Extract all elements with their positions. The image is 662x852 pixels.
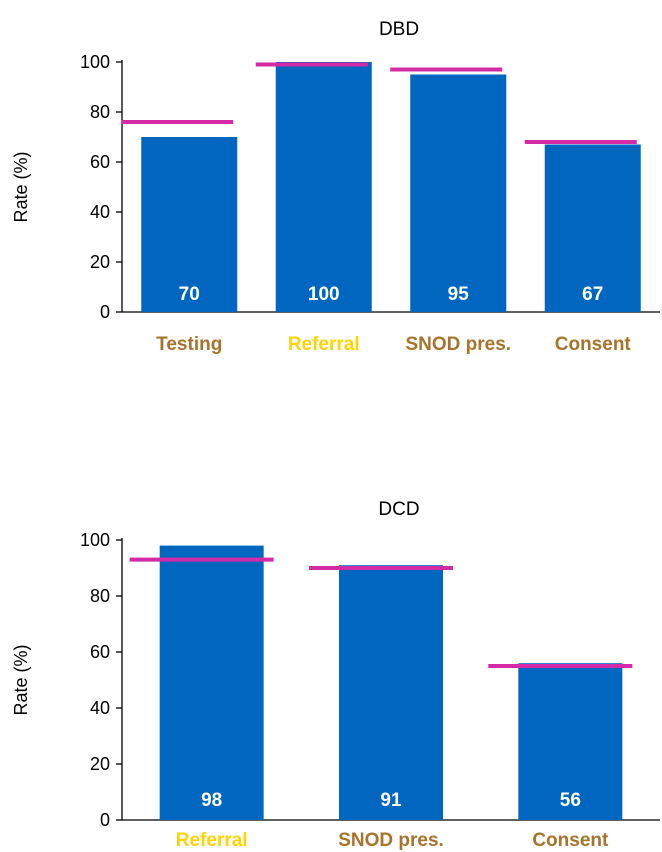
y-tick-label-0-0: 0 bbox=[100, 302, 110, 322]
category-label-0-2: SNOD pres. bbox=[405, 334, 511, 355]
y-tick-label-0-1: 20 bbox=[90, 252, 110, 272]
bar-value-label-0-0: 70 bbox=[179, 284, 200, 305]
y-tick-label-1-2: 40 bbox=[90, 698, 110, 718]
bar-0-0 bbox=[141, 137, 238, 312]
bar-1-0 bbox=[159, 545, 264, 820]
bar-value-label-0-3: 67 bbox=[582, 284, 603, 305]
y-tick-label-1-5: 100 bbox=[80, 530, 110, 550]
category-label-0-0: Testing bbox=[156, 334, 222, 355]
bar-1-2 bbox=[518, 663, 623, 820]
y-tick-label-1-3: 60 bbox=[90, 642, 110, 662]
y-tick-label-1-4: 80 bbox=[90, 586, 110, 606]
y-tick-label-1-0: 0 bbox=[100, 810, 110, 830]
chart-title-0: DBD bbox=[379, 19, 419, 40]
bar-value-label-0-2: 95 bbox=[448, 284, 470, 305]
y-tick-label-0-2: 40 bbox=[90, 202, 110, 222]
bar-1-1 bbox=[339, 565, 443, 820]
bar-0-1 bbox=[275, 62, 372, 312]
bar-value-label-1-2: 56 bbox=[560, 790, 581, 811]
bar-0-2 bbox=[410, 74, 507, 312]
y-tick-label-0-5: 100 bbox=[80, 52, 110, 72]
bar-0-3 bbox=[544, 144, 641, 312]
y-axis-label-1: Rate (%) bbox=[11, 644, 31, 715]
bar-value-label-1-1: 91 bbox=[380, 790, 402, 811]
bar-value-label-0-1: 100 bbox=[308, 284, 340, 305]
category-label-1-1: SNOD pres. bbox=[338, 830, 444, 851]
category-label-1-0: Referral bbox=[176, 830, 248, 851]
y-tick-label-1-1: 20 bbox=[90, 754, 110, 774]
category-label-0-1: Referral bbox=[288, 334, 360, 355]
y-axis-label-0: Rate (%) bbox=[11, 151, 31, 222]
category-label-0-3: Consent bbox=[555, 334, 632, 355]
y-tick-label-0-3: 60 bbox=[90, 152, 110, 172]
category-label-1-2: Consent bbox=[532, 830, 609, 851]
chart-title-1: DCD bbox=[378, 499, 419, 520]
bar-value-label-1-0: 98 bbox=[201, 790, 222, 811]
y-tick-label-0-4: 80 bbox=[90, 102, 110, 122]
